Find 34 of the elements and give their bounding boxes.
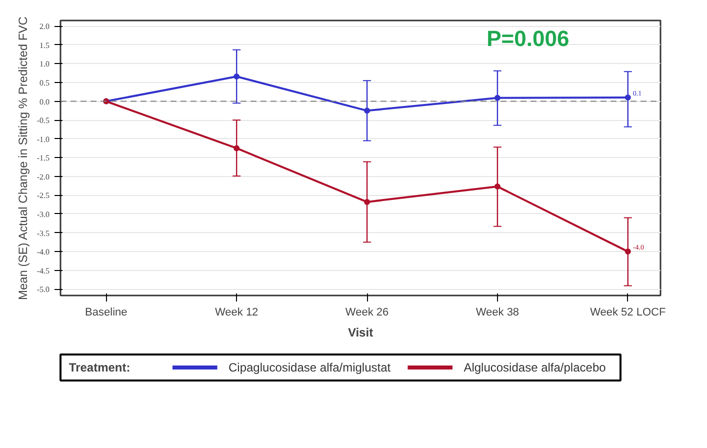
legend-label: Cipaglucosidase alfa/miglustat: [228, 360, 392, 374]
y-axis-title: Mean (SE) Actual Change in Sitting % Predicted FVC: [16, 16, 30, 300]
point: [624, 248, 631, 255]
y-tick-label: -0.5: [36, 116, 50, 126]
x-tick-label: Week 26: [345, 306, 389, 318]
point: [234, 145, 240, 152]
y-tick-label: -1.0: [36, 134, 50, 144]
y-tick-label: -3.5: [36, 228, 50, 238]
y-tick-label: -3.0: [36, 210, 50, 219]
legend-title: Treatment:: [68, 360, 130, 374]
annotation: P=0.006: [486, 26, 570, 52]
point: [364, 198, 370, 205]
point: [364, 108, 370, 114]
y-tick-label: -5.0: [36, 285, 50, 294]
x-tick-label: Week 38: [476, 306, 520, 318]
point: [234, 73, 240, 80]
x-tick-label: Week 52 LOCF: [590, 306, 666, 318]
y-tick-label: -2.0: [36, 172, 50, 182]
y-tick-label: 2.0: [40, 22, 50, 32]
y-tick-label: 1.5: [40, 40, 50, 50]
x-tick-label: Week 12: [214, 306, 258, 318]
point: [494, 94, 500, 101]
x-axis-title: Visit: [348, 326, 374, 340]
legend-label: Alglucosidase alfa/placebo: [464, 360, 606, 374]
y-tick-label: -1.5: [36, 154, 50, 163]
y-tick-label: -2.5: [36, 191, 50, 200]
y-tick-label: 1.0: [40, 60, 50, 69]
point: [624, 94, 631, 101]
y-tick-label: 0.0: [40, 97, 50, 106]
x-tick-label: Baseline: [85, 306, 128, 318]
y-tick-label: -4.5: [36, 266, 50, 276]
y-tick-label: 0.5: [40, 78, 50, 88]
point: [494, 184, 500, 190]
y-tick-label: -4.0: [36, 248, 50, 257]
